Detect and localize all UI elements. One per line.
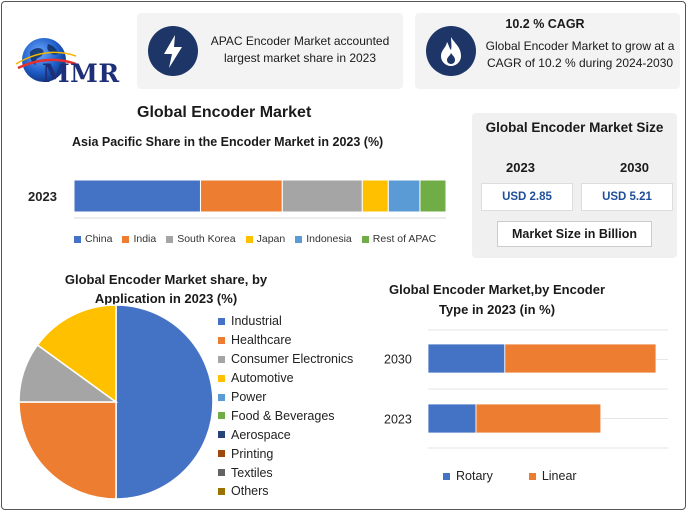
legend-label: Healthcare [231,333,292,348]
cagr-text: Global Encoder Market to grow at a CAGR … [485,39,675,70]
legend-label: Japan [256,233,286,245]
market-size-year-2030: 2030 [620,160,649,175]
legend-item-consumer-electronics: Consumer Electronics [218,350,353,369]
market-size-unit: Market Size in Billion [497,221,652,247]
flame-icon [426,26,476,76]
application-chart-legend: Industrial Healthcare Consumer Electronics… [218,312,353,501]
legend-label: Consumer Electronics [231,352,354,367]
legend-item-rotary: Rotary [443,469,493,483]
legend-swatch [218,412,225,420]
legend-swatch [218,393,225,401]
encoder-bar-rotary-2023 [427,403,477,434]
legend-label: Textiles [231,465,273,480]
legend-swatch [218,450,225,458]
legend-swatch [218,336,225,344]
legend-item-japan: Japan [245,233,286,245]
encoder-bar-linear-2023 [475,403,602,434]
legend-label: Rest of APAC [372,233,437,245]
legend-label: Industrial [231,314,282,329]
legend-item-textiles: Textiles [218,463,353,482]
lightning-icon [148,26,198,76]
encoder-type-chart: 2030 2023 [384,329,668,449]
legend-label: Food & Beverages [231,408,335,423]
apac-bar-indonesia [387,179,421,213]
legend-label: Printing [231,446,274,461]
encoder-bar-rotary-2030 [427,343,506,374]
legend-swatch [528,472,536,480]
encoder-type-chart-title: Global Encoder Market,by Encoder Type in… [389,282,605,317]
legend-label: Power [231,390,267,404]
legend-swatch [166,235,174,243]
legend-swatch [443,472,450,480]
legend-label: China [85,233,113,245]
legend-label: Rotary [456,469,493,483]
legend-item-south-korea: South Korea [166,233,236,245]
mmr-logo [15,38,77,82]
legend-item-automotive: Automotive [218,369,353,388]
encoder-type-chart-legend: Rotary Linear [443,469,613,483]
legend-label: India [133,233,157,245]
legend-item-linear: Linear [528,469,577,483]
legend-label: Others [231,484,269,499]
application-pie-chart [18,304,214,500]
cagr-card: 10.2 % CAGR Global Encoder Market to gro… [415,13,680,89]
legend-swatch [295,235,303,243]
market-size-title: Global Encoder Market Size [485,120,664,135]
apac-bar-south-korea [281,179,363,213]
legend-item-industrial: Industrial [218,312,353,331]
legend-item-printing: Printing [218,444,353,463]
apac-chart-legend: China India South Korea Japan Indonesia Rest … [74,233,446,245]
legend-label: Linear [541,469,577,483]
legend-item-indonesia: Indonesia [295,233,352,245]
apac-share-text: APAC Encoder Market accounted largest ma… [210,34,390,65]
pie-slice-industrial [115,304,214,500]
apac-bar-japan [361,179,389,213]
legend-label: Aerospace [231,427,291,442]
market-size-panel: Global Encoder Market Size 2023 2030 USD… [472,113,677,258]
apac-bar-rest-of-apac [419,179,447,213]
legend-swatch [218,374,225,382]
legend-item-china: China [74,233,112,245]
legend-item-food-beverages: Food & Beverages [218,406,353,425]
encoder-category-2023: 2023 [384,413,412,427]
legend-swatch [218,317,225,325]
legend-item-healthcare: Healthcare [218,331,353,350]
apac-category-label: 2023 [28,189,57,204]
legend-swatch [122,235,130,243]
apac-chart-title: Asia Pacific Share in the Encoder Market… [72,135,384,149]
application-chart-title: Global Encoder Market share, by Applicat… [64,272,268,306]
legend-item-rest-of-apac: Rest of APAC [361,233,437,245]
apac-bar-china [73,179,201,213]
apac-share-card: APAC Encoder Market accounted largest ma… [137,13,403,89]
apac-share-chart: 2023 [28,179,447,219]
legend-item-others: Others [218,482,353,501]
legend-swatch [245,235,253,243]
pie-slice-automotive [36,304,117,404]
encoder-bar-linear-2030 [504,343,657,374]
cagr-title: 10.2 % CAGR [505,17,585,31]
market-size-year-2023: 2023 [506,160,535,175]
legend-swatch [218,355,225,363]
legend-item-india: India [122,233,156,245]
legend-item-aerospace: Aerospace [218,425,353,444]
main-title: Global Encoder Market [137,104,312,121]
legend-label: South Korea [177,233,236,245]
legend-swatch [218,431,225,439]
legend-swatch [361,235,369,243]
market-size-value-2030: USD 5.21 [581,183,673,211]
apac-bar-india [199,179,283,213]
legend-label: Indonesia [306,233,352,245]
legend-item-power: Power [218,388,353,407]
encoder-category-2030: 2030 [384,353,412,367]
logo-text: MMR [42,59,120,88]
legend-label: Automotive [231,371,294,386]
legend-swatch [218,487,225,495]
legend-swatch [74,235,81,243]
legend-swatch [218,469,225,477]
market-size-value-2023: USD 2.85 [481,183,573,211]
pie-slice-healthcare [18,401,117,500]
